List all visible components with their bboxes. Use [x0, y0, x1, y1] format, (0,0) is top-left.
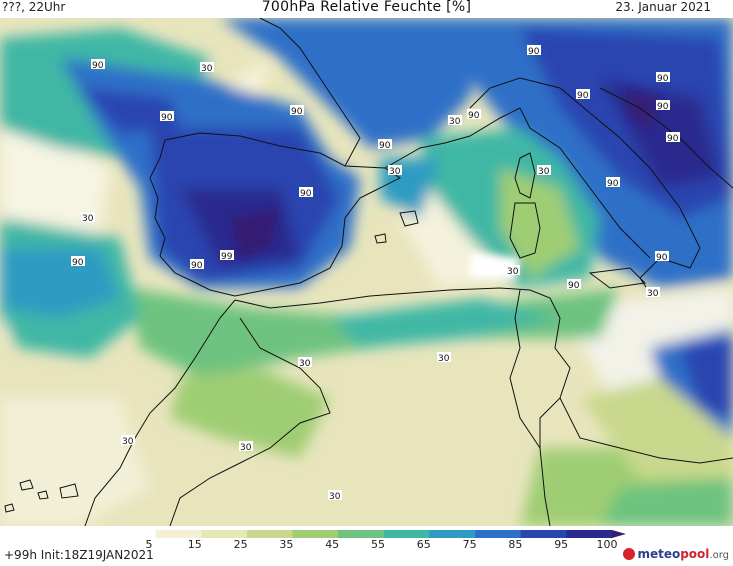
colorbar-tick: 85	[508, 538, 522, 548]
contour-label-17: 90	[300, 189, 312, 199]
contour-label-19: 90	[191, 261, 203, 271]
contour-label-24: 30	[647, 289, 659, 299]
contour-label-1: 90	[92, 61, 104, 71]
colorbar-segment	[338, 530, 385, 538]
colorbar-tick: 55	[371, 538, 385, 548]
contour-label-26: 30	[438, 354, 450, 364]
humidity-field	[0, 18, 733, 526]
footer: 5 15 25 35 45 55 65 75 85 95 100 +99h Init:18Z19JA…	[0, 526, 733, 566]
colorbar-segment	[520, 530, 567, 538]
contour-label-5: 30	[449, 117, 461, 127]
colorbar-segment	[110, 530, 157, 538]
contour-label-8: 90	[657, 74, 669, 84]
colorbar-segment	[246, 530, 294, 538]
colorbar: 5 15 25 35 45 55 65 75 85 95 100	[110, 530, 626, 548]
meteopool-logo[interactable]: meteopool.org	[623, 547, 729, 561]
colorbar-segment	[201, 530, 248, 538]
contour-label-25: 30	[299, 359, 311, 369]
colorbar-tick: 45	[325, 538, 339, 548]
colorbar-tick: 100	[597, 538, 618, 548]
contour-label-13: 90	[667, 134, 679, 144]
contour-label-20: 99	[221, 252, 233, 262]
colorbar-arrow	[612, 530, 626, 538]
contour-label-15: 90	[607, 179, 619, 189]
contour-label-14: 30	[538, 167, 550, 177]
contour-label-4: 90	[291, 107, 303, 117]
contour-label-3: 90	[161, 113, 173, 123]
contour-label-12: 90	[379, 141, 391, 151]
colorbar-tick: 75	[463, 538, 477, 548]
contour-label-29: 30	[329, 492, 341, 502]
map-title: 700hPa Relative Feuchte [%]	[261, 0, 472, 15]
logo-icon	[623, 548, 636, 560]
colorbar-tick: 95	[554, 538, 568, 548]
colorbar-tick: 35	[279, 538, 293, 548]
colorbar-segment	[383, 530, 430, 538]
contour-label-28: 30	[240, 443, 252, 453]
contour-label-2: 30	[201, 64, 213, 74]
colorbar-segment	[475, 530, 522, 538]
contour-label-9: 90	[577, 91, 589, 101]
colorbar-tick: 15	[188, 538, 202, 548]
contour-label-7: 90	[528, 47, 540, 57]
forecast-date: 23. Januar 2021	[615, 0, 711, 14]
colorbar-segment	[155, 530, 202, 538]
contour-label-16: 30	[82, 214, 94, 224]
contour-label-21: 30	[507, 267, 519, 277]
contour-label-27: 30	[122, 437, 134, 447]
contour-label-18: 90	[72, 258, 84, 268]
contour-label-11: 30	[389, 167, 401, 177]
valid-time: ???, 22Uhr	[2, 0, 66, 14]
colorbar-segment	[292, 530, 339, 538]
header: ???, 22Uhr 700hPa Relative Feuchte [%] 2…	[0, 0, 733, 18]
colorbar-tick: 5	[146, 538, 153, 548]
contour-labels: 90 30 90 90 30 90 90 90 90 90 30 90 90 3…	[71, 45, 680, 502]
contour-label-6: 90	[468, 111, 480, 121]
humidity-map: 90 30 90 90 30 90 90 90 90 90 30 90 90 3…	[0, 18, 733, 526]
contour-label-10: 90	[657, 102, 669, 112]
colorbar-segment	[429, 530, 476, 538]
colorbar-tick: 25	[234, 538, 248, 548]
colorbar-tick: 65	[417, 538, 431, 548]
contour-label-22: 90	[568, 281, 580, 291]
contour-label-23: 90	[656, 253, 668, 263]
init-time: +99h Init:18Z19JAN2021	[4, 548, 154, 562]
colorbar-segment	[566, 530, 613, 538]
